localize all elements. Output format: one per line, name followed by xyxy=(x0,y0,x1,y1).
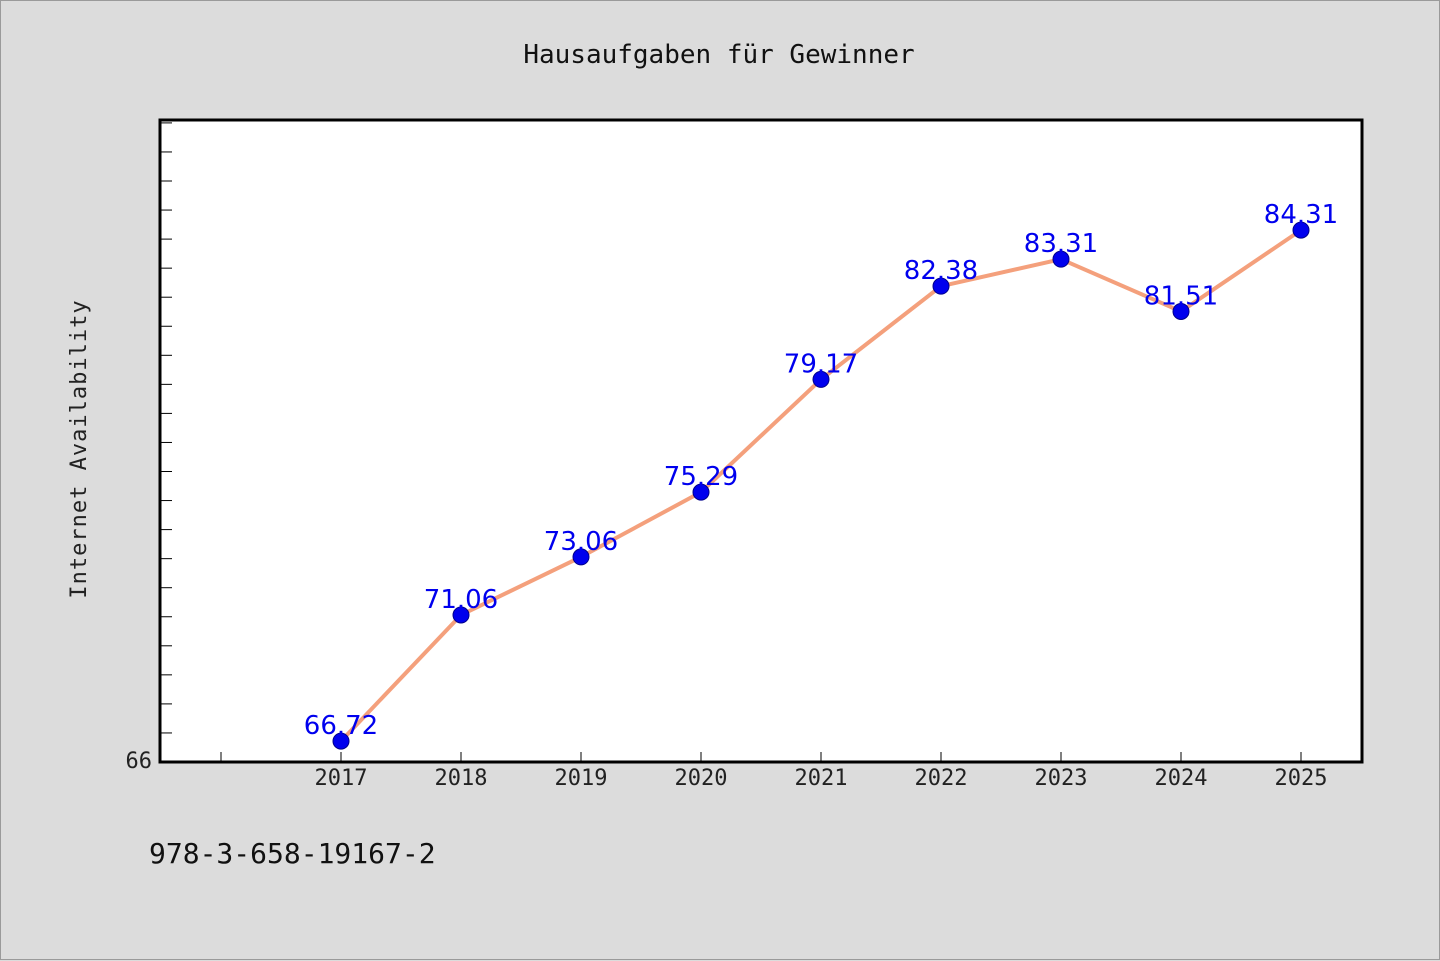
data-point xyxy=(332,732,350,750)
data-point xyxy=(692,483,710,501)
y-axis-ticks: 66 xyxy=(126,122,172,774)
data-point xyxy=(932,277,950,295)
x-tick-label: 2019 xyxy=(555,766,608,791)
x-tick-label: 2025 xyxy=(1275,766,1328,791)
x-tick-label: 2020 xyxy=(675,766,728,791)
data-point xyxy=(1172,302,1190,320)
series-layer xyxy=(332,221,1310,750)
data-point xyxy=(1292,221,1310,239)
data-label: 73.06 xyxy=(544,527,618,557)
y-tick-label: 66 xyxy=(126,749,153,774)
data-labels: 66.72 71.06 73.06 75.29 79.17 82.38 83.31 81.51… xyxy=(304,200,1338,741)
data-point xyxy=(452,606,470,624)
y-axis-label: Internet Availability xyxy=(67,299,92,598)
footer-isbn: 978-3-658-19167-2 xyxy=(149,837,436,870)
chart-title: Hausaufgaben für Gewinner xyxy=(523,40,914,70)
x-tick-label: 2023 xyxy=(1035,766,1088,791)
data-point xyxy=(812,370,830,388)
data-label: 66.72 xyxy=(304,711,378,741)
data-label: 71.06 xyxy=(424,585,498,615)
data-point xyxy=(572,548,590,566)
data-label: 81.51 xyxy=(1144,281,1218,311)
data-label: 79.17 xyxy=(784,349,858,379)
x-tick-label: 2021 xyxy=(795,766,848,791)
x-tick-label: 2017 xyxy=(315,766,368,791)
x-tick-label: 2022 xyxy=(915,766,968,791)
data-label: 83.31 xyxy=(1024,229,1098,259)
data-label: 84.31 xyxy=(1264,200,1338,230)
data-point xyxy=(1052,250,1070,268)
plot-area xyxy=(158,118,1364,764)
data-label: 82.38 xyxy=(904,256,978,286)
data-label: 75.29 xyxy=(664,462,738,492)
x-tick-label: 2018 xyxy=(435,766,488,791)
x-axis-ticks: 2017 2018 2019 2020 2021 2022 2023 2024 2025 xyxy=(220,752,1328,791)
x-tick-label: 2024 xyxy=(1155,766,1208,791)
